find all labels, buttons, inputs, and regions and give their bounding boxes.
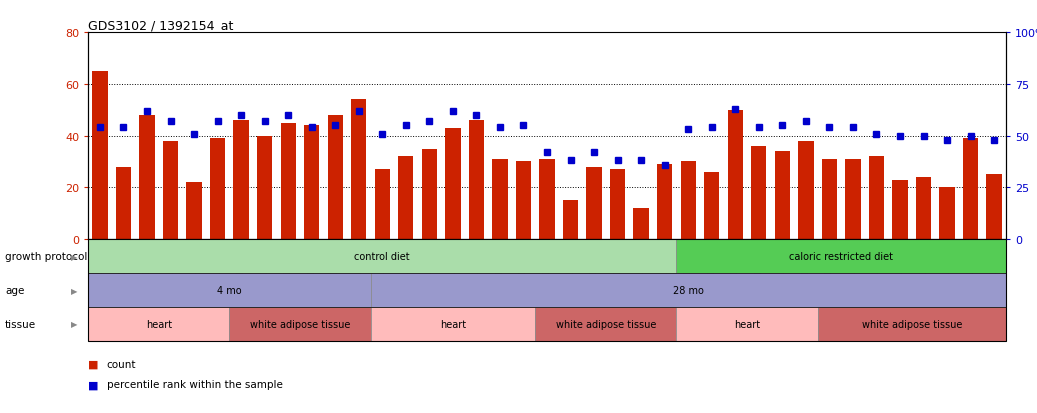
Bar [587,167,601,240]
Bar [963,139,978,240]
Bar [563,201,579,240]
Text: percentile rank within the sample: percentile rank within the sample [107,380,283,389]
Bar [92,72,108,240]
Bar [163,141,178,240]
Bar [728,110,742,240]
Text: age: age [5,285,25,295]
Text: ▶: ▶ [72,320,78,329]
Bar [233,121,249,240]
Bar [845,159,861,240]
Text: 28 mo: 28 mo [673,285,704,295]
Bar [680,162,696,240]
Bar [821,159,837,240]
Bar [634,209,649,240]
Bar [445,128,460,240]
Bar [257,136,273,240]
Text: heart: heart [145,319,172,329]
Bar [869,157,885,240]
Text: 4 mo: 4 mo [217,285,242,295]
Bar [704,173,720,240]
Bar [893,180,907,240]
Bar [539,159,555,240]
Text: heart: heart [734,319,760,329]
Bar [374,170,390,240]
Text: GDS3102 / 1392154_at: GDS3102 / 1392154_at [88,19,233,31]
Bar [610,170,625,240]
Text: count: count [107,359,136,369]
Text: white adipose tissue: white adipose tissue [862,319,962,329]
Text: ■: ■ [88,359,99,369]
Bar [751,147,766,240]
Text: ■: ■ [88,380,99,389]
Bar [493,159,507,240]
Bar [187,183,201,240]
Bar [986,175,1002,240]
Bar [116,167,131,240]
Bar [139,116,155,240]
Text: heart: heart [440,319,466,329]
Bar [209,139,225,240]
Bar [328,116,343,240]
Bar [469,121,484,240]
Bar [657,165,672,240]
Text: tissue: tissue [5,319,36,329]
Text: growth protocol: growth protocol [5,252,87,261]
Text: white adipose tissue: white adipose tissue [556,319,656,329]
Bar [798,141,813,240]
Bar [304,126,319,240]
Bar [515,162,531,240]
Text: caloric restricted diet: caloric restricted diet [789,252,893,261]
Text: ▶: ▶ [72,252,78,261]
Bar [775,152,790,240]
Text: white adipose tissue: white adipose tissue [250,319,351,329]
Text: ▶: ▶ [72,286,78,295]
Bar [352,100,366,240]
Text: control diet: control diet [355,252,410,261]
Bar [940,188,955,240]
Bar [422,149,437,240]
Bar [398,157,414,240]
Bar [281,123,296,240]
Bar [916,178,931,240]
